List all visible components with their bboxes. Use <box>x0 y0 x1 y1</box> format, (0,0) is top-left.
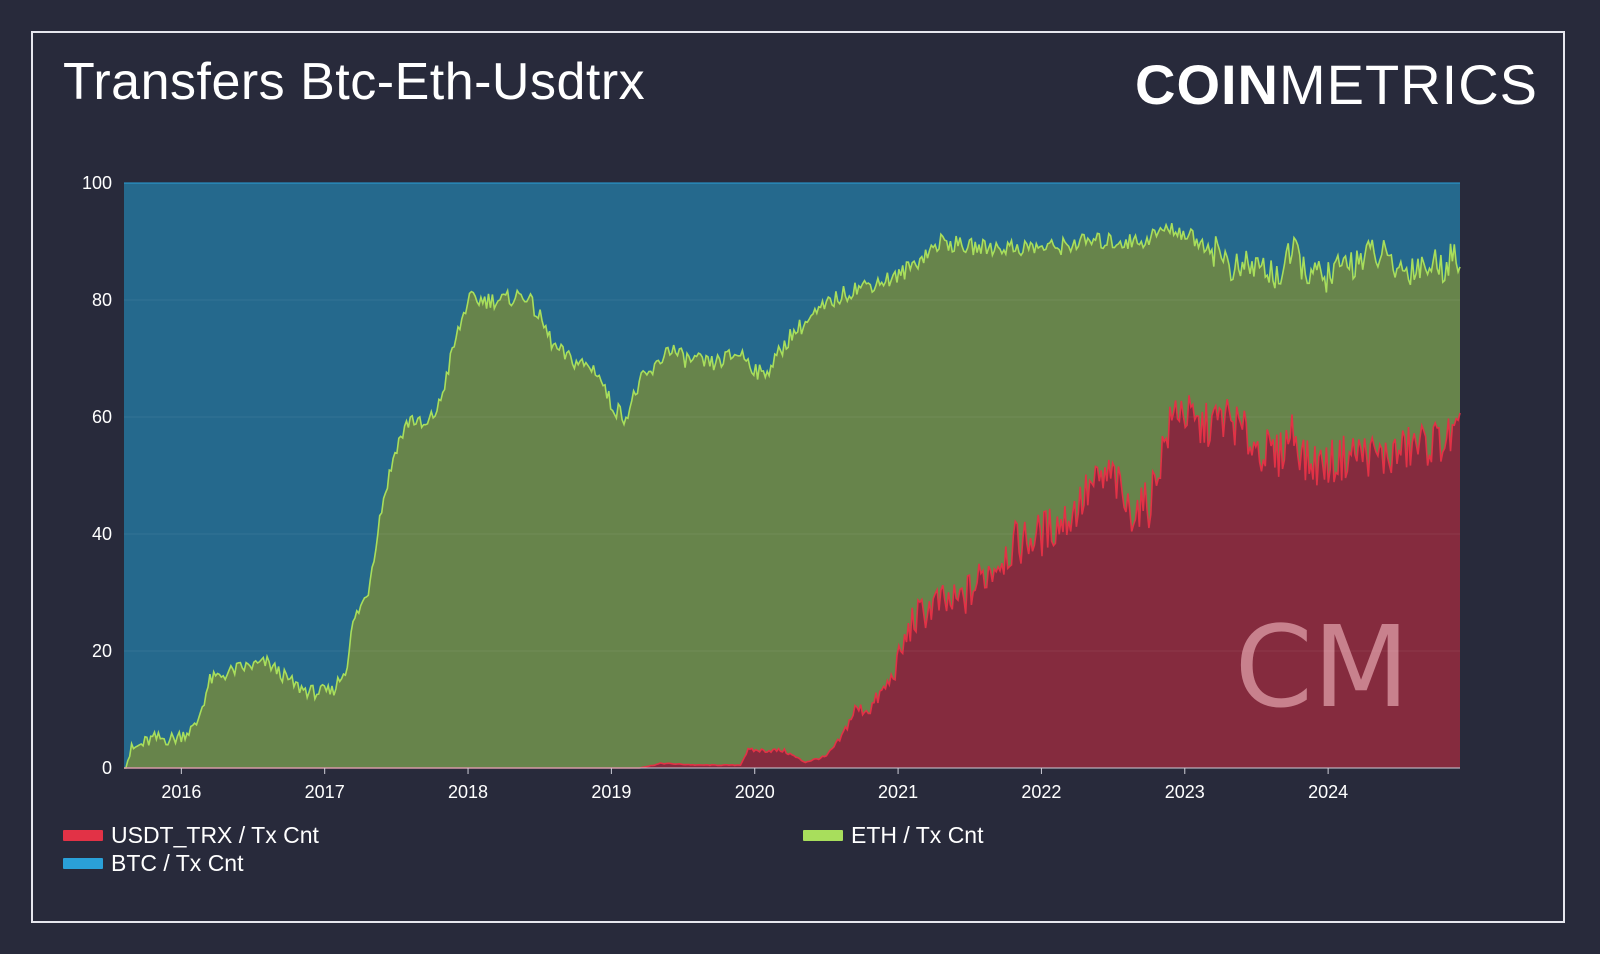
legend-item-usdt-trx[interactable]: USDT_TRX / Tx Cnt <box>63 822 319 849</box>
y-tick-label: 0 <box>102 758 112 778</box>
logo-bold-text: COIN <box>1135 53 1279 116</box>
coinmetrics-logo: COINMETRICS <box>1135 52 1538 117</box>
x-tick-label: 2020 <box>735 782 775 802</box>
legend-label-btc: BTC / Tx Cnt <box>111 850 244 876</box>
cm-watermark: CM <box>1235 603 1410 733</box>
legend-item-eth[interactable]: ETH / Tx Cnt <box>803 822 984 849</box>
x-tick-label: 2016 <box>161 782 201 802</box>
x-tick-label: 2024 <box>1308 782 1348 802</box>
page-title: Transfers Btc-Eth-Usdtrx <box>63 53 646 111</box>
x-tick-label: 2022 <box>1021 782 1061 802</box>
usdt-trx-area <box>124 395 1460 768</box>
legend-label-eth: ETH / Tx Cnt <box>851 822 984 848</box>
x-tick-label: 2021 <box>878 782 918 802</box>
x-tick-label: 2019 <box>591 782 631 802</box>
legend-swatch-usdt-trx <box>63 830 103 841</box>
y-tick-label: 80 <box>92 290 112 310</box>
x-tick-label: 2023 <box>1165 782 1205 802</box>
legend-swatch-btc <box>63 858 103 869</box>
x-tick-label: 2018 <box>448 782 488 802</box>
y-tick-label: 60 <box>92 407 112 427</box>
chart-frame <box>31 31 1565 923</box>
legend-label-usdt-trx: USDT_TRX / Tx Cnt <box>111 822 319 848</box>
x-tick-label: 2017 <box>305 782 345 802</box>
y-tick-label: 20 <box>92 641 112 661</box>
legend-item-btc[interactable]: BTC / Tx Cnt <box>63 850 244 877</box>
legend-swatch-eth <box>803 830 843 841</box>
y-tick-label: 100 <box>82 173 112 193</box>
eth-line <box>124 222 1461 769</box>
y-tick-label: 40 <box>92 524 112 544</box>
logo-light-text: METRICS <box>1279 53 1538 116</box>
